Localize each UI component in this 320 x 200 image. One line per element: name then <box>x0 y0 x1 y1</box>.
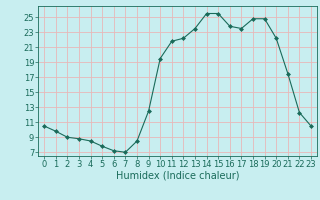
X-axis label: Humidex (Indice chaleur): Humidex (Indice chaleur) <box>116 171 239 181</box>
